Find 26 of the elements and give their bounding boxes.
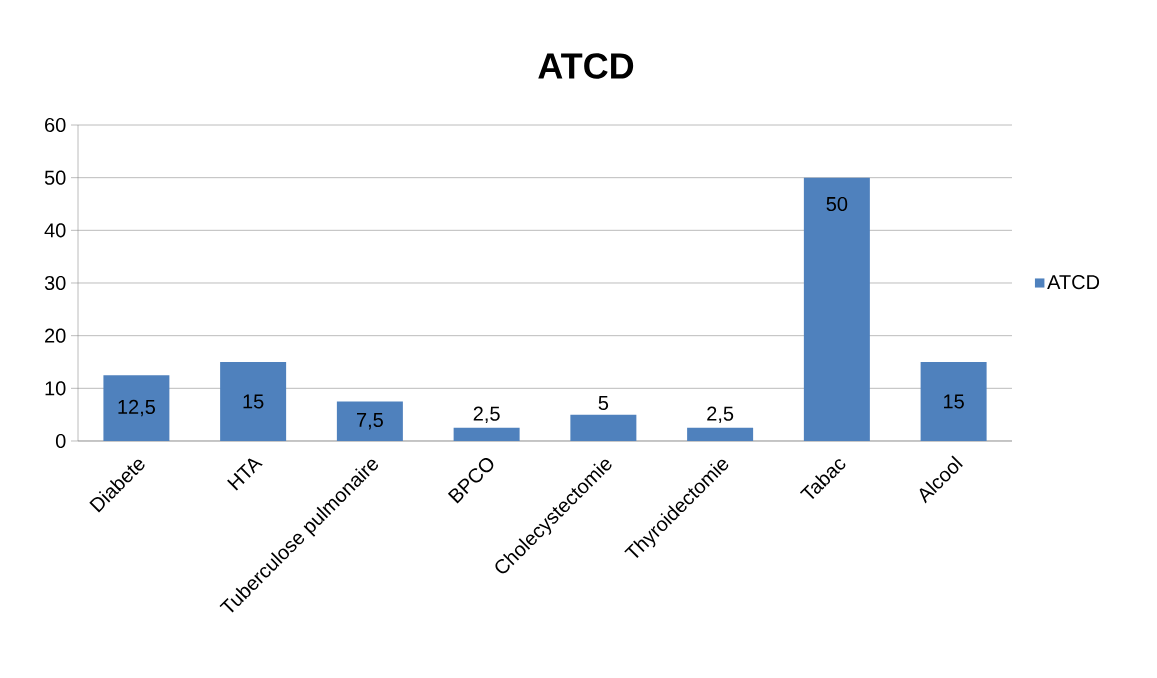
data-label: 5 bbox=[598, 395, 609, 410]
bar bbox=[336, 401, 403, 441]
data-label: 7,5 bbox=[357, 413, 383, 430]
y-tick-label: 30 bbox=[44, 275, 66, 291]
y-tick-label: 0 bbox=[55, 433, 66, 449]
bar bbox=[803, 177, 870, 441]
y-tick-label: 10 bbox=[45, 381, 66, 396]
y-tick-label: 20 bbox=[45, 328, 66, 343]
y-tick-label: 50 bbox=[44, 170, 66, 185]
bar bbox=[570, 414, 637, 441]
legend-label: ATCD bbox=[1047, 275, 1100, 290]
bar bbox=[220, 361, 287, 441]
data-label: 15 bbox=[944, 394, 964, 409]
data-label: 15 bbox=[243, 394, 264, 409]
chart-title: ATCD bbox=[538, 53, 634, 79]
y-tick-label: 40 bbox=[44, 223, 66, 238]
bar bbox=[103, 375, 170, 441]
data-label: 12,5 bbox=[118, 399, 156, 417]
x-tick-label: HTA bbox=[227, 458, 263, 491]
data-label: 2,5 bbox=[473, 406, 500, 424]
bar bbox=[453, 427, 520, 441]
data-label: 50 bbox=[826, 196, 848, 212]
bar bbox=[920, 361, 987, 441]
bar bbox=[687, 427, 754, 441]
data-label: 2,5 bbox=[707, 406, 734, 424]
y-tick-label: 60 bbox=[45, 117, 66, 133]
